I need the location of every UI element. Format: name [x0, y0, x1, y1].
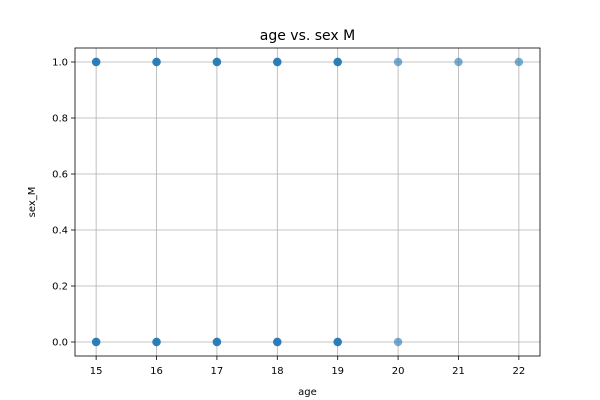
- data-point: [393, 57, 403, 67]
- y-axis-label: sex_M: [27, 187, 38, 218]
- data-point: [273, 337, 282, 347]
- data-point: [393, 337, 403, 347]
- y-tick-label: 0.0: [52, 338, 68, 349]
- axis-ticks: 15 16 17 18 19 20 21 22 0.0 0.2 0.4 0.6 0.8 1.0: [52, 58, 525, 378]
- x-tick-label: 21: [452, 366, 465, 377]
- plot-area-background: [75, 48, 540, 356]
- data-point: [212, 57, 222, 67]
- x-tick-label: 19: [331, 366, 344, 377]
- x-tick-label: 20: [392, 366, 405, 377]
- data-points: [91, 57, 524, 347]
- data-point: [454, 57, 463, 67]
- y-tick-label: 0.8: [52, 114, 68, 125]
- y-tick-label: 0.4: [52, 226, 68, 237]
- x-axis-label: age: [298, 387, 317, 398]
- data-point: [91, 337, 101, 347]
- y-tick-label: 0.2: [52, 282, 68, 293]
- plot-frame: [74, 47, 541, 357]
- y-tick-label: 0.6: [52, 170, 68, 181]
- x-tick-label: 15: [90, 366, 103, 377]
- data-point: [514, 57, 524, 67]
- data-point: [91, 57, 101, 67]
- chart-title: age vs. sex M: [260, 28, 355, 44]
- x-tick-label: 22: [512, 366, 525, 377]
- data-point: [333, 57, 342, 67]
- data-point: [333, 337, 342, 347]
- data-point: [212, 337, 222, 347]
- x-tick-label: 16: [150, 366, 163, 377]
- data-point: [152, 337, 161, 347]
- x-tick-label: 18: [271, 366, 284, 377]
- data-point: [273, 57, 282, 67]
- x-tick-label: 17: [211, 366, 224, 377]
- data-point: [152, 57, 161, 67]
- y-tick-label: 1.0: [52, 58, 68, 69]
